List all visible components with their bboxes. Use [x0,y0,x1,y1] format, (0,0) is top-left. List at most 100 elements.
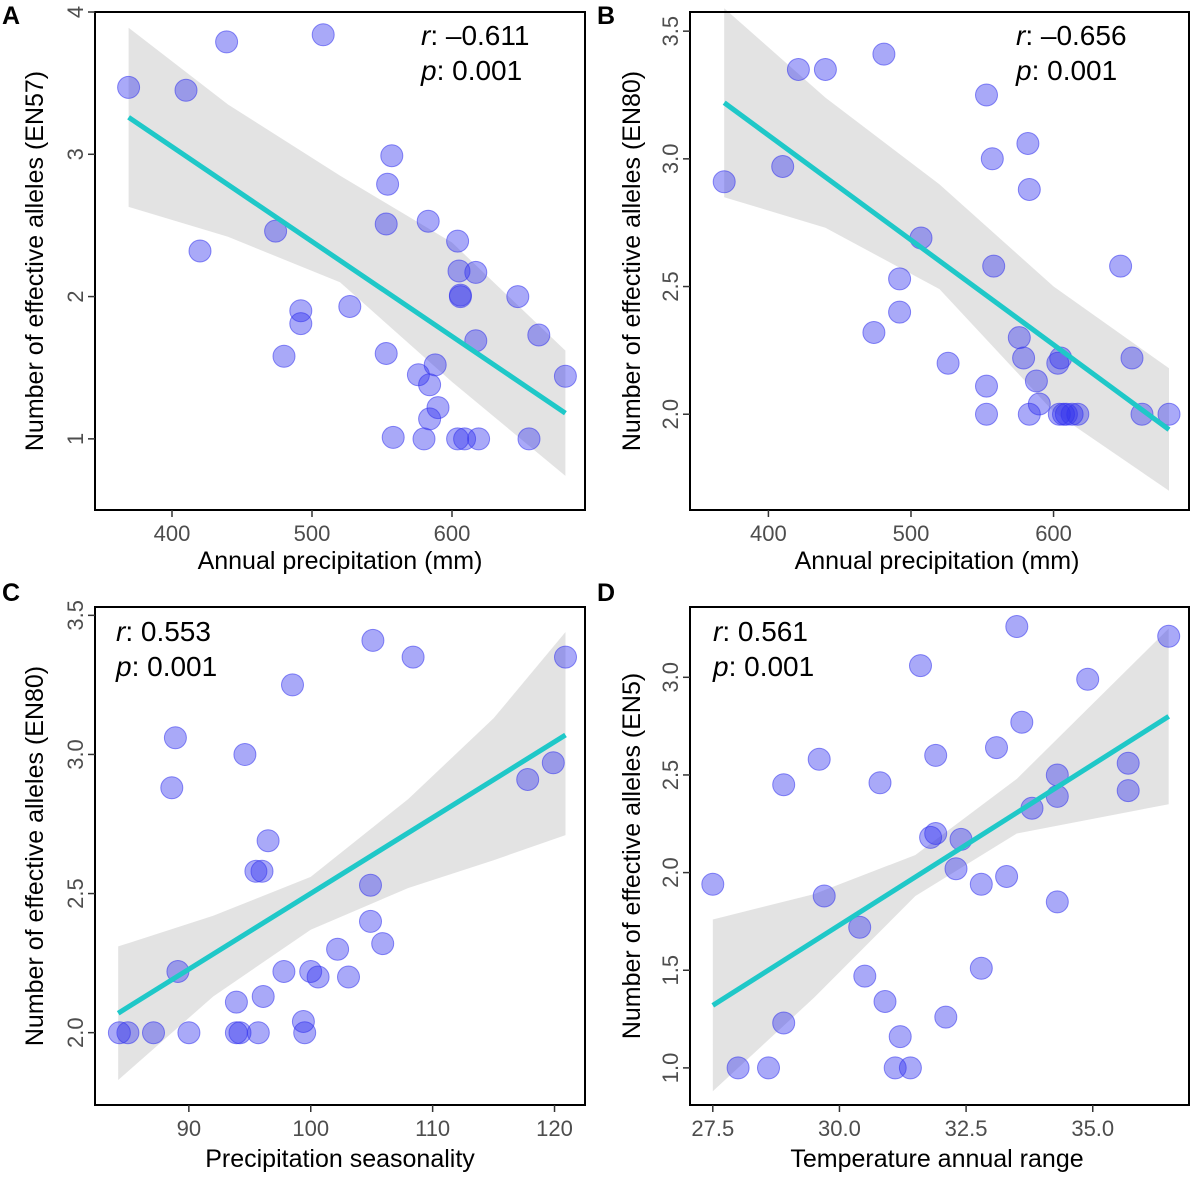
stats-c: r: 0.553 p: 0.001 [115,616,217,682]
y-ticks-d: 1.0 1.5 2.0 2.5 3.0 [658,662,690,1083]
y-tick-label: 3.0 [658,662,683,693]
data-point [177,1021,201,1045]
y-axis-title-b: Number of effective alleles (EN80) [618,71,646,451]
y-tick-label: 2.0 [63,1017,88,1048]
data-point [701,872,725,896]
data-point [1024,369,1048,393]
data-point [326,937,350,961]
stats-d: r: 0.561 p: 0.001 [712,616,814,682]
x-axis-title-b: Annual precipitation (mm) [795,547,1080,575]
fit-line-b [722,100,1171,432]
x-tick-label: 500 [893,521,930,546]
y-tick-label: 4 [63,6,88,18]
data-point [985,736,1008,760]
confidence-band [724,8,1169,491]
data-point [306,965,330,989]
data-point [1116,779,1140,803]
data-point [107,1021,131,1045]
data-point [969,872,993,896]
data-point [376,172,400,196]
regression-line [116,732,567,1016]
data-point [888,300,912,324]
data-point [381,425,405,449]
data-point [1045,890,1069,914]
data-point [246,1021,270,1045]
data-point [812,884,836,908]
p-symbol-b: p [1015,55,1032,86]
data-point [873,990,897,1013]
x-tick-label: 35.0 [1071,1116,1114,1141]
data-point [1005,615,1029,638]
data-point [233,743,257,766]
panel-c: C 90 100 110 120 2.02.53.03.5 r: 0.553 p: 0… [2,579,586,1173]
x-tick-label: 120 [536,1116,573,1141]
data-point [142,1021,165,1045]
fit-line-c [116,732,567,1016]
data-point [924,822,948,845]
ci-band-b [724,8,1169,491]
y-tick-label: 1.5 [658,955,683,986]
data-point [527,323,551,347]
r-symbol-c: r [116,616,127,647]
data-point [250,859,274,883]
p-value-c: : 0.001 [132,651,218,682]
data-point [772,773,796,797]
data-point [772,1011,796,1035]
ci-band-a [128,27,566,476]
data-point [188,239,212,263]
data-point [423,353,447,377]
data-point [924,743,948,767]
stats-b: r: –0.656 p: 0.001 [1015,20,1127,86]
x-axis-title-a: Annual precipitation (mm) [198,547,483,575]
panel-label-a: A [2,2,20,30]
y-ticks-a: 1 2 3 4 [63,6,95,445]
r-symbol-b: r [1016,20,1027,51]
data-point [1027,392,1051,416]
data-point [374,342,398,365]
data-point [862,321,886,344]
data-point [517,427,541,451]
panel-label-d: D [597,579,615,607]
svg-text:p: 0.001: p: 0.001 [712,651,814,682]
x-tick-label: 500 [294,521,331,546]
data-point [1157,624,1181,648]
y-axis-title-d: Number of effective alleles (EN5) [618,673,646,1039]
data-point [251,985,275,1008]
data-point [1109,254,1133,278]
data-point [771,155,795,178]
data-point [467,427,491,451]
x-ticks-b: 400 500 600 [750,510,1072,546]
p-symbol-c: p [115,651,132,682]
data-point [116,1021,140,1045]
data-point [975,402,998,426]
data-point [1017,178,1041,201]
data-point [117,75,141,99]
panel-d: D 27.5 30.0 32.5 35.0 1.0 1.5 2.0 2.5 3.0 r: 0.… [597,579,1190,1173]
y-tick-label: 3.0 [658,144,683,175]
x-tick-label: 600 [1035,521,1072,546]
data-point [446,229,470,253]
data-point [1120,346,1144,370]
data-point [256,829,280,853]
data-point [982,254,1006,278]
plot-frame-d [689,606,1190,1106]
data-point [272,960,296,983]
svg-text:r: –0.611: r: –0.611 [421,20,529,51]
data-point [338,295,362,318]
data-point [786,58,810,81]
data-point [448,285,472,309]
data-point [289,299,313,323]
data-point [909,654,932,678]
fit-line-d [711,714,1171,1008]
data-point [712,170,736,194]
y-tick-label: 2.0 [658,399,683,430]
data-point [975,83,998,107]
data-point [447,259,471,283]
data-point [726,1056,750,1080]
data-point [464,260,488,284]
data-point [163,726,187,750]
data-point [813,58,837,81]
data-point [418,407,442,431]
r-value-a: : –0.611 [430,20,529,51]
